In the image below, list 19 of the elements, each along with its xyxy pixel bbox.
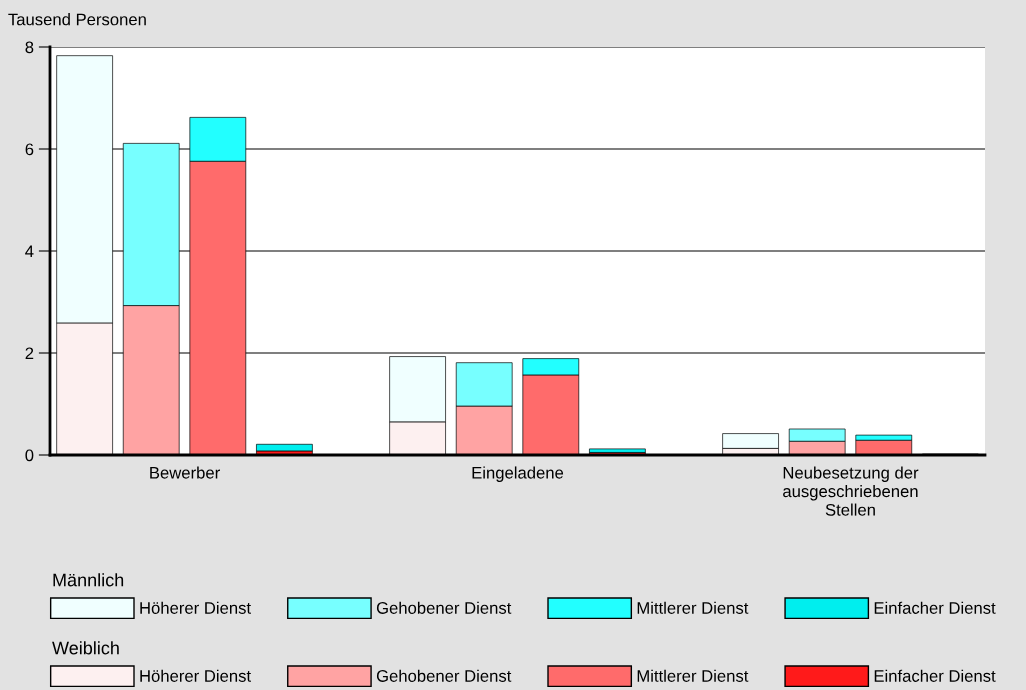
- y-tick-label: 8: [25, 41, 34, 54]
- y-tick-label: 0: [25, 449, 34, 462]
- legend-label: Gehobener Dienst: [376, 669, 512, 682]
- legend-label: Gehobener Dienst: [376, 601, 512, 614]
- y-tick-label: 2: [25, 347, 34, 360]
- text: Eingeladene: [472, 466, 564, 482]
- y-tick-label: 6: [25, 143, 34, 156]
- y-axis-title: Tausend Personen: [8, 13, 146, 26]
- text: Neubesetzung der ausgeschriebenen Stellen: [783, 466, 919, 516]
- legend-label: Höherer Dienst: [140, 601, 251, 614]
- text: Bewerber: [150, 466, 220, 479]
- text: Männlich: [53, 573, 124, 587]
- text: Weiblich: [52, 641, 119, 655]
- legend-label: Einfacher Dienst: [874, 601, 996, 614]
- y-tick-label: 4: [25, 245, 34, 258]
- legend-label: Mittlerer Dienst: [637, 601, 749, 614]
- legend-label: Einfacher Dienst: [874, 669, 996, 682]
- legend-label: Mittlerer Dienst: [637, 669, 749, 682]
- legend-label: Höherer Dienst: [140, 669, 251, 682]
